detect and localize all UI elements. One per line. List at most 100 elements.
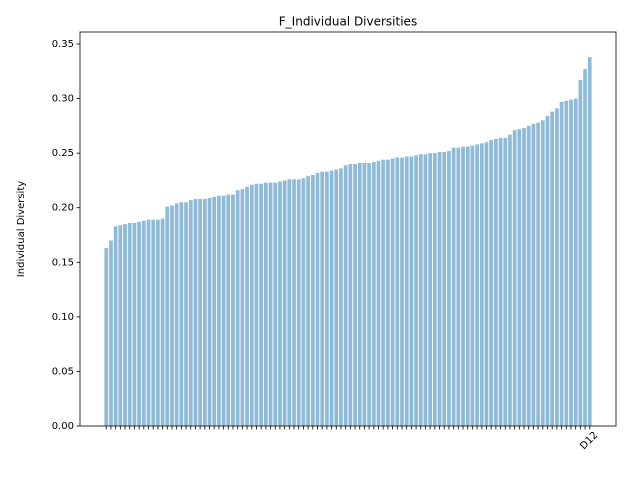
bar: [179, 202, 184, 426]
bar: [456, 147, 461, 426]
bar: [573, 98, 578, 427]
bar: [296, 179, 301, 426]
bar: [390, 158, 395, 426]
bar: [240, 189, 245, 426]
bar: [282, 180, 287, 426]
bar: [109, 240, 113, 426]
bar: [118, 225, 123, 426]
y-tick-label: 0.10: [52, 312, 74, 323]
bar: [418, 154, 423, 426]
bar: [273, 182, 278, 426]
bar: [235, 190, 240, 426]
bar: [587, 57, 592, 427]
bar: [104, 248, 109, 426]
y-tick-label: 0.35: [52, 39, 74, 50]
bar: [451, 147, 456, 426]
bar: [381, 159, 386, 426]
bar: [540, 120, 545, 427]
bar: [569, 99, 573, 426]
bar: [442, 152, 447, 426]
bar: [202, 198, 207, 426]
bar: [188, 200, 193, 426]
bar: [301, 178, 306, 426]
bar: [174, 203, 179, 426]
bar: [362, 162, 367, 426]
bar: [245, 186, 249, 426]
bar: [508, 134, 512, 426]
bar: [132, 222, 137, 426]
bar: [498, 137, 503, 426]
bar: [329, 170, 334, 426]
bar: [137, 221, 141, 426]
y-tick-label: 0.25: [52, 148, 74, 159]
bar: [475, 144, 479, 426]
bar: [278, 181, 282, 426]
bar: [367, 162, 372, 426]
bar: [353, 164, 357, 426]
bar: [493, 138, 498, 427]
bar: [371, 161, 376, 426]
bar: [376, 160, 381, 427]
bar: [217, 195, 221, 426]
x-tick-label: D12: [578, 430, 600, 452]
y-tick-label: 0.15: [52, 257, 74, 268]
bar: [160, 218, 165, 426]
plot-frame: [79, 31, 617, 427]
bar: [423, 154, 428, 426]
bar: [268, 182, 273, 426]
bar: [292, 179, 296, 426]
bar: [151, 219, 156, 426]
bar: [583, 69, 587, 426]
bar: [306, 176, 310, 426]
bar: [170, 205, 174, 426]
bar: [231, 194, 235, 426]
bar: [395, 157, 400, 427]
bar: [357, 162, 362, 426]
bar: [141, 220, 146, 426]
bar: [447, 150, 451, 426]
bar: [113, 226, 118, 426]
bar: [428, 153, 433, 426]
bar: [564, 100, 569, 426]
y-tick-label: 0.20: [52, 203, 74, 214]
bar: [123, 224, 127, 426]
chart-title: F_Individual Diversities: [279, 15, 417, 29]
bar: [414, 155, 418, 426]
y-tick-label: 0.05: [52, 366, 74, 377]
bar: [555, 108, 559, 426]
bar: [386, 159, 390, 426]
bar: [287, 179, 292, 426]
bar: [254, 183, 259, 426]
bar: [517, 129, 522, 426]
bar: [461, 146, 465, 427]
bar: [559, 101, 564, 427]
bar: [343, 165, 348, 427]
bar: [198, 198, 203, 426]
bar: [165, 206, 170, 426]
bar: [484, 142, 489, 427]
bar: [545, 116, 550, 426]
bar: [400, 157, 404, 427]
y-tick-label: 0.30: [52, 94, 74, 105]
bar: [320, 171, 325, 426]
bar: [550, 111, 555, 427]
bar: [503, 137, 508, 426]
bar: [432, 153, 437, 426]
bar: [324, 171, 329, 426]
bar: [578, 80, 583, 427]
bar: [259, 183, 264, 426]
bar: [465, 146, 470, 427]
bar: [470, 145, 475, 426]
bar: [479, 143, 484, 426]
y-axis-label: Individual Diversity: [16, 181, 27, 277]
bar: [339, 168, 343, 427]
bar: [522, 128, 526, 427]
bar: [437, 152, 442, 426]
bar: [404, 156, 409, 426]
bar: [207, 197, 212, 426]
bar: [146, 219, 151, 426]
bar: [263, 182, 268, 426]
bar: [315, 172, 320, 426]
